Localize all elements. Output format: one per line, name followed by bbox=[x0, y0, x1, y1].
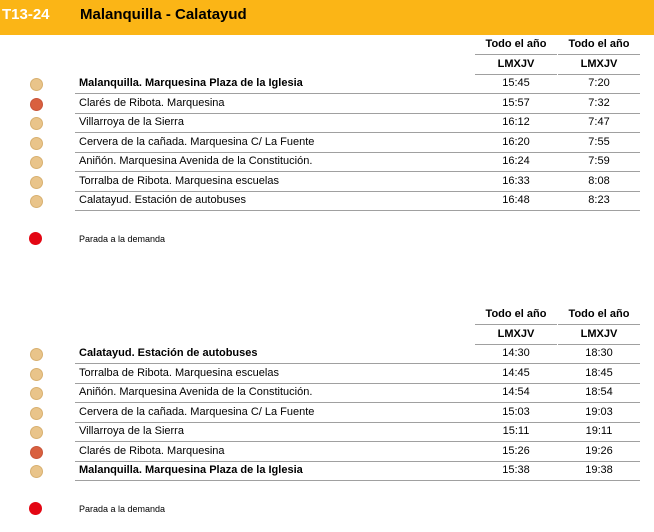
stop-name: Calatayud. Estación de autobuses bbox=[79, 194, 246, 206]
time: 16:33 bbox=[502, 174, 530, 187]
legend-dot bbox=[29, 502, 42, 515]
stop-name: Villarroya de la Sierra bbox=[79, 425, 184, 437]
stop-name: Malanquilla. Marquesina Plaza de la Igle… bbox=[79, 77, 303, 89]
time: 7:59 bbox=[588, 155, 610, 167]
time: 19:26 bbox=[585, 444, 613, 457]
column-period: Todo el año bbox=[568, 38, 630, 50]
time: 19:11 bbox=[585, 425, 613, 437]
stop-dot bbox=[30, 175, 43, 189]
time: 19:03 bbox=[585, 405, 613, 418]
stop-name: Villarroya de la Sierra bbox=[79, 116, 184, 128]
time: 8:08 bbox=[588, 174, 610, 187]
time: 18:45 bbox=[585, 366, 613, 379]
time: 15:26 bbox=[502, 444, 530, 457]
stop-row bbox=[75, 344, 640, 364]
time: 7:20 bbox=[588, 77, 610, 89]
stop-row bbox=[75, 364, 640, 384]
stop-name: Calatayud. Estación de autobuses bbox=[79, 347, 258, 359]
stop-dot bbox=[30, 465, 43, 478]
stop-dot bbox=[30, 97, 43, 111]
time: 15:38 bbox=[502, 464, 530, 476]
stop-row bbox=[75, 133, 640, 153]
stop-row bbox=[75, 113, 640, 133]
time: 18:30 bbox=[585, 347, 613, 359]
header-bar: T13-24 Malanquilla - Calatayud bbox=[0, 0, 654, 35]
time: 18:54 bbox=[585, 386, 613, 398]
column-period: Todo el año bbox=[485, 308, 547, 320]
stop-name: Clarés de Ribota. Marquesina bbox=[79, 96, 225, 109]
time: 14:30 bbox=[502, 347, 530, 359]
stop-name: Cervera de la cañada. Marquesina C/ La F… bbox=[79, 135, 315, 148]
legend-text: Parada a la demanda bbox=[79, 234, 166, 244]
column-days: LMXJV bbox=[475, 324, 557, 345]
time: 8:23 bbox=[588, 194, 610, 206]
stop-name: Malanquilla. Marquesina Plaza de la Igle… bbox=[79, 464, 303, 476]
stop-dot bbox=[30, 136, 43, 150]
stop-dot bbox=[30, 78, 43, 91]
stop-row bbox=[75, 172, 640, 192]
time: 15:45 bbox=[502, 77, 530, 89]
stop-dot bbox=[30, 367, 43, 381]
time: 7:47 bbox=[588, 116, 610, 128]
route-code: T13-24 bbox=[2, 6, 50, 23]
time: 16:24 bbox=[502, 155, 530, 167]
stop-dot bbox=[30, 445, 43, 459]
time: 14:45 bbox=[502, 366, 530, 379]
stop-name: Torralba de Ribota. Marquesina escuelas bbox=[79, 366, 279, 379]
time: 16:12 bbox=[502, 116, 530, 128]
stop-row bbox=[75, 383, 640, 403]
stop-dot bbox=[30, 387, 43, 400]
stop-row bbox=[75, 403, 640, 423]
stop-dot bbox=[30, 195, 43, 208]
stop-row bbox=[75, 461, 640, 481]
time: 7:55 bbox=[588, 135, 610, 148]
stop-name: Clarés de Ribota. Marquesina bbox=[79, 444, 225, 457]
stop-row bbox=[75, 94, 640, 114]
stop-row bbox=[75, 422, 640, 442]
stop-row bbox=[75, 191, 640, 211]
stop-name: Aniñón. Marquesina Avenida de la Constit… bbox=[79, 155, 313, 167]
stop-dot bbox=[30, 156, 43, 169]
stop-name: Torralba de Ribota. Marquesina escuelas bbox=[79, 174, 279, 187]
time: 16:20 bbox=[502, 135, 530, 148]
time: 19:38 bbox=[585, 464, 613, 476]
time: 16:48 bbox=[502, 194, 530, 206]
column-days: LMXJV bbox=[558, 54, 640, 75]
legend-dot bbox=[29, 232, 42, 245]
stop-row bbox=[75, 74, 640, 94]
stop-dot bbox=[30, 406, 43, 420]
column-days: LMXJV bbox=[475, 54, 557, 75]
stop-dot bbox=[30, 348, 43, 361]
stop-dot bbox=[30, 117, 43, 130]
stop-row bbox=[75, 442, 640, 462]
legend-text: Parada a la demanda bbox=[79, 504, 166, 514]
time: 15:11 bbox=[502, 425, 530, 437]
time: 14:54 bbox=[502, 386, 530, 398]
stop-name: Aniñón. Marquesina Avenida de la Constit… bbox=[79, 386, 313, 398]
time: 7:32 bbox=[588, 96, 610, 109]
column-days: LMXJV bbox=[558, 324, 640, 345]
stop-dot bbox=[30, 426, 43, 439]
route-title: Malanquilla - Calatayud bbox=[80, 6, 247, 23]
time: 15:03 bbox=[502, 405, 530, 418]
time: 15:57 bbox=[502, 96, 530, 109]
stop-row bbox=[75, 152, 640, 172]
stop-name: Cervera de la cañada. Marquesina C/ La F… bbox=[79, 405, 315, 418]
column-period: Todo el año bbox=[568, 308, 630, 320]
column-period: Todo el año bbox=[485, 38, 547, 50]
